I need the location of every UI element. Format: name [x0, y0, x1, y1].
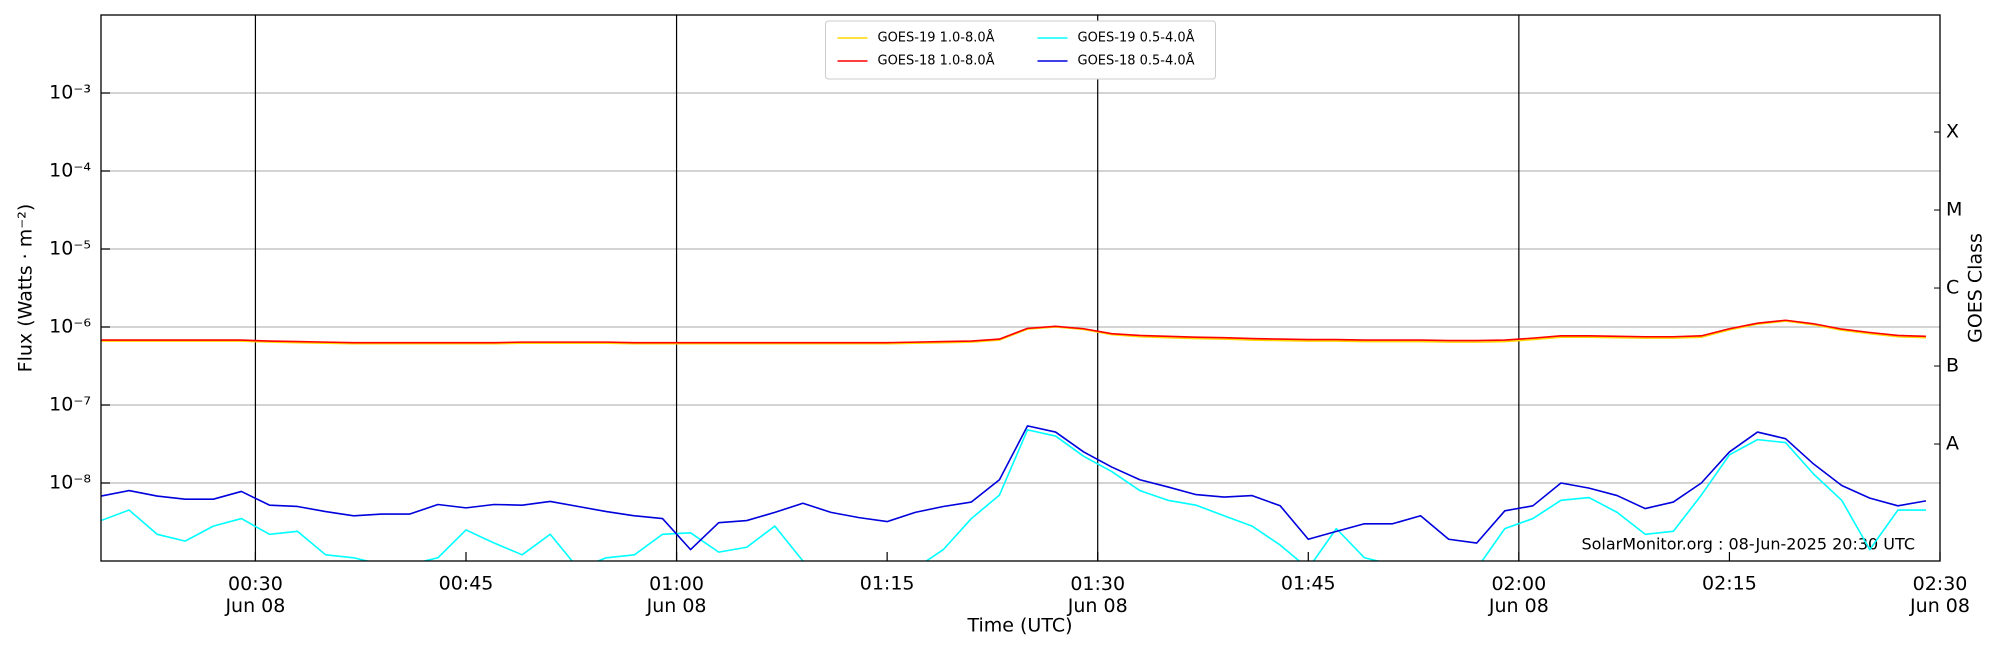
legend-label: GOES-18 1.0-8.0Å — [878, 53, 995, 69]
x-tick-label: 00:30 Jun 08 — [224, 573, 285, 617]
legend-label: GOES-19 1.0-8.0Å — [878, 30, 995, 46]
y2-tick-label: B — [1946, 355, 1959, 377]
series-line — [101, 429, 1926, 561]
y-tick-label: 10⁻⁷ — [49, 394, 91, 416]
y-tick-label: 10⁻⁴ — [49, 160, 91, 182]
y-tick-label: 10⁻⁶ — [49, 316, 91, 338]
y2-tick-label: X — [1946, 121, 1959, 143]
y2-tick-label: A — [1946, 433, 1959, 455]
y-tick-label: 10⁻³ — [49, 82, 91, 104]
legend-label: GOES-19 0.5-4.0Å — [1078, 30, 1195, 46]
series-line — [101, 319, 1926, 344]
plot-frame — [100, 14, 1941, 562]
x-tick-label: 01:00 Jun 08 — [646, 573, 707, 617]
x-axis-label: Time (UTC) — [966, 615, 1072, 637]
x-tick-label: 00:45 — [439, 573, 494, 595]
y-tick-label: 10⁻⁸ — [49, 472, 91, 494]
x-tick-label: 02:00 Jun 08 — [1488, 573, 1549, 617]
legend-label: GOES-18 0.5-4.0Å — [1078, 53, 1195, 69]
annotation: SolarMonitor.org : 08-Jun-2025 20:30 UTC — [1581, 535, 1915, 554]
y2-axis-label: GOES Class — [1965, 233, 1987, 343]
series-line — [101, 425, 1927, 551]
legend-box — [825, 20, 1216, 80]
x-tick-label: 01:15 — [860, 573, 915, 595]
x-tick-label: 01:45 — [1281, 573, 1336, 595]
x-tick-label: 02:15 — [1702, 573, 1757, 595]
y2-tick-label: M — [1946, 199, 1962, 221]
y2-tick-label: C — [1946, 277, 1959, 299]
x-tick-label: 02:30 Jun 08 — [1909, 573, 1970, 617]
x-tick-label: 01:30 Jun 08 — [1067, 573, 1128, 617]
y-tick-label: 10⁻⁵ — [49, 238, 91, 260]
y-axis-label: Flux (Watts · m⁻²) — [15, 204, 37, 373]
plot-area — [101, 319, 1927, 561]
